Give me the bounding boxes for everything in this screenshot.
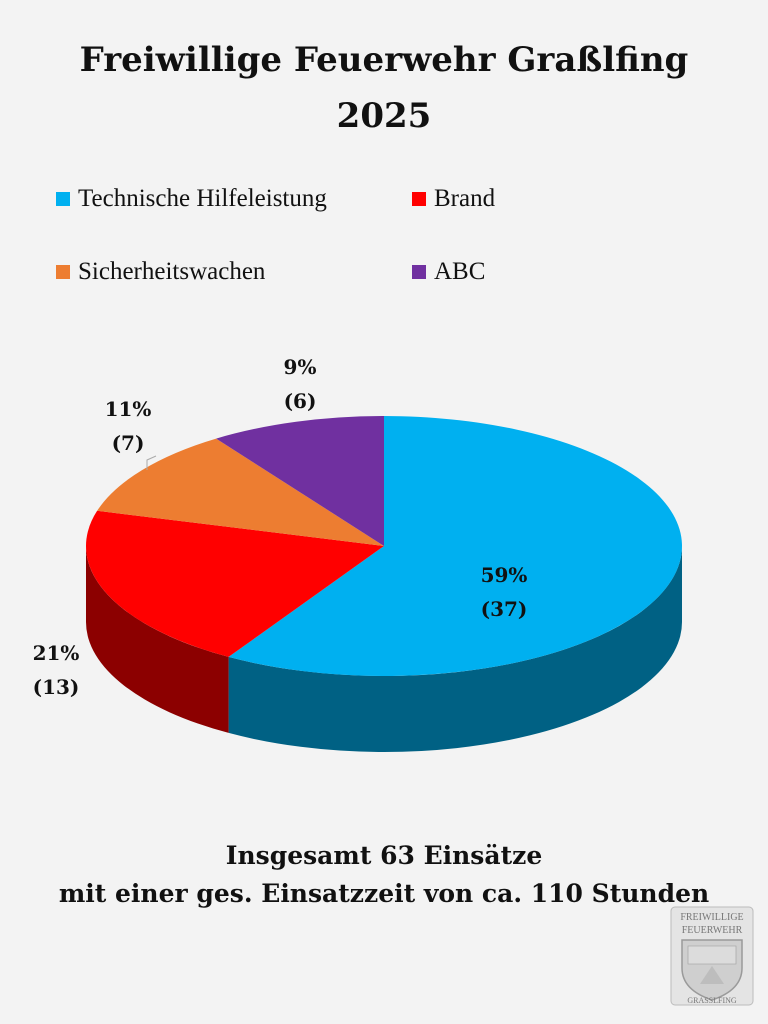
- chart-title: Freiwillige Feuerwehr Graßlfing: [79, 40, 689, 80]
- emblem-text-1: FREIWILLIGE: [680, 912, 743, 923]
- pie-tops: [86, 416, 683, 677]
- legend-item-brand: Brand: [412, 184, 495, 214]
- pie-chart: 59% (37) 21% (13) 11% (7) 9% (6): [33, 355, 683, 752]
- legend-swatch: [412, 192, 426, 206]
- footer-duration: mit einer ges. Einsatzzeit von ca. 110 S…: [58, 879, 710, 908]
- pie-labels: 59% (37) 21% (13) 11% (7) 9% (6): [33, 355, 528, 699]
- data-label-count-brand: (13): [33, 675, 80, 699]
- data-label-percent-brand: 21%: [33, 641, 80, 665]
- legend-label: Brand: [434, 185, 496, 212]
- legend-swatch: [412, 265, 426, 279]
- fire-brigade-emblem: FREIWILLIGE FEUERWEHR GRASSLFING: [670, 906, 754, 1006]
- legend-swatch: [56, 265, 70, 279]
- legend-swatch: [56, 192, 70, 206]
- pie-slice-abc: [216, 416, 384, 546]
- legend-label: ABC: [434, 258, 486, 285]
- legend-item-abc: ABC: [412, 257, 485, 287]
- legend-label: Sicherheitswachen: [78, 258, 266, 285]
- data-label-count-sicherheitswachen: (7): [112, 431, 145, 455]
- legend-item-technische-hilfeleistung: Technische Hilfeleistung: [56, 184, 327, 214]
- leader-line: [146, 455, 157, 470]
- legend-label: Technische Hilfeleistung: [78, 185, 327, 212]
- data-label-percent-abc: 9%: [284, 355, 317, 379]
- pie-side-brand: [86, 546, 229, 733]
- chart-subtitle: 2025: [336, 96, 432, 136]
- pie-slice-sicherheitswachen: [97, 438, 385, 546]
- data-label-count-technische-hilfeleistung: (37): [481, 597, 528, 621]
- pie-side-technische-hilfeleistung: [228, 546, 682, 752]
- data-label-percent-sicherheitswachen: 11%: [105, 397, 152, 421]
- pie-sides: [86, 546, 682, 752]
- pie-slice-technische-hilfeleistung: [228, 416, 683, 677]
- footer-total: Insgesamt 63 Einsätze: [225, 841, 543, 870]
- data-label-count-abc: (6): [284, 389, 317, 413]
- legend-item-sicherheitswachen: Sicherheitswachen: [56, 257, 265, 287]
- pie-slice-brand: [86, 510, 384, 657]
- emblem-text-2: FEUERWEHR: [682, 925, 743, 936]
- emblem-text-3: GRASSLFING: [687, 996, 737, 1005]
- data-label-percent-technische-hilfeleistung: 59%: [481, 563, 528, 587]
